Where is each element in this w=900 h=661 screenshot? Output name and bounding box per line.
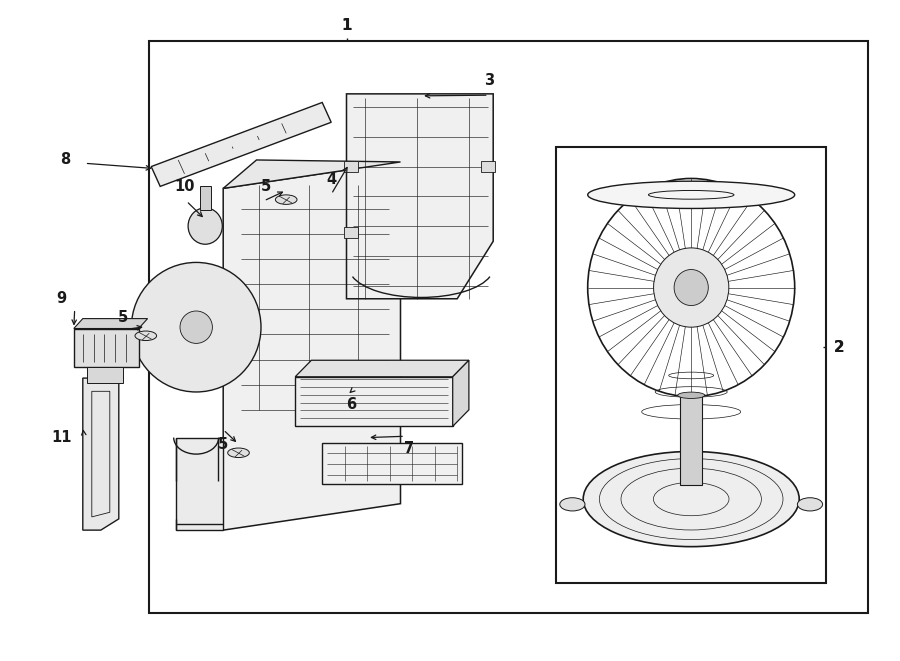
- Text: 1: 1: [341, 18, 352, 32]
- Text: 8: 8: [59, 153, 70, 167]
- Text: 4: 4: [326, 173, 337, 187]
- Ellipse shape: [653, 248, 729, 327]
- Text: 1: 1: [341, 18, 352, 32]
- Bar: [87, 367, 123, 383]
- Text: 3: 3: [483, 73, 494, 88]
- Ellipse shape: [135, 331, 157, 340]
- Polygon shape: [453, 360, 469, 426]
- Ellipse shape: [228, 448, 249, 457]
- Bar: [344, 161, 358, 172]
- Text: 2: 2: [833, 340, 844, 354]
- Polygon shape: [83, 378, 119, 530]
- Polygon shape: [74, 319, 148, 329]
- Text: 7: 7: [404, 441, 415, 455]
- Polygon shape: [176, 438, 223, 530]
- Polygon shape: [223, 162, 400, 530]
- Text: 11: 11: [51, 430, 71, 445]
- Text: 10: 10: [175, 179, 194, 194]
- Polygon shape: [151, 102, 331, 186]
- Polygon shape: [223, 160, 400, 188]
- Ellipse shape: [588, 181, 795, 208]
- Ellipse shape: [560, 498, 585, 511]
- Ellipse shape: [583, 451, 799, 547]
- Bar: [148, 41, 868, 613]
- Bar: [556, 147, 826, 583]
- Ellipse shape: [797, 498, 823, 511]
- Polygon shape: [295, 360, 469, 377]
- Bar: [322, 443, 462, 484]
- Ellipse shape: [180, 311, 212, 344]
- Ellipse shape: [674, 270, 708, 305]
- Ellipse shape: [678, 392, 705, 399]
- Ellipse shape: [275, 195, 297, 204]
- Text: 5: 5: [118, 310, 129, 325]
- Text: 5: 5: [218, 437, 229, 451]
- Text: 9: 9: [56, 292, 67, 306]
- Bar: [481, 161, 495, 172]
- Ellipse shape: [188, 208, 222, 244]
- Text: 6: 6: [346, 397, 356, 412]
- Text: 2: 2: [833, 340, 844, 354]
- Polygon shape: [346, 94, 493, 299]
- Bar: [344, 227, 358, 238]
- Bar: [74, 329, 139, 367]
- Bar: [295, 377, 453, 426]
- Polygon shape: [200, 186, 211, 210]
- Polygon shape: [680, 395, 702, 485]
- Text: 5: 5: [260, 179, 271, 194]
- Ellipse shape: [131, 262, 261, 392]
